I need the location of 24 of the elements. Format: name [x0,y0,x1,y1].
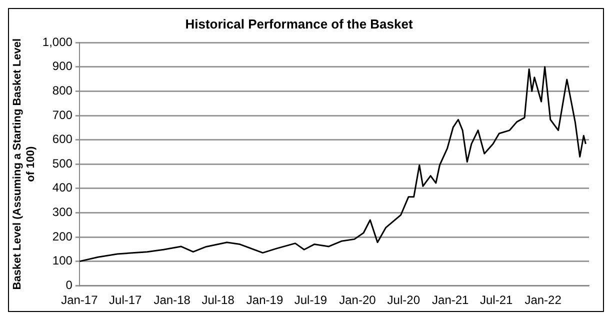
y-tick-label: 400 [52,180,73,195]
y-tick-label: 200 [52,229,73,244]
y-tick-label: 900 [52,59,73,74]
x-tick-label: Jul-20 [387,293,420,308]
x-tick-label: Jan-18 [154,293,191,308]
x-tick-label: Jan-17 [61,293,98,308]
y-tick-label: 700 [52,108,73,122]
x-tick-label: Jul-19 [294,293,328,308]
y-tick-label: 500 [52,156,73,170]
y-tick-label: 100 [52,254,73,268]
y-axis-title: Basket Level (Assuming a Starting Basket Level of 100) [12,38,37,290]
x-tick-label: Jan-22 [524,293,562,308]
chart-title: Historical Performance of the Basket [185,16,414,32]
y-tick-label: 800 [52,84,73,98]
y-tick-label: 600 [52,132,73,146]
y-tick-label: 0 [66,278,73,292]
x-tick-label: Jan-20 [339,293,376,308]
x-tick-label: Jul-21 [480,293,513,308]
x-tick-label: Jan-21 [432,293,470,308]
x-tick-label: Jul-17 [109,293,142,308]
y-tick-label: 300 [52,205,73,220]
y-tick-label: 1,000 [42,34,73,49]
x-tick-label: Jan-19 [246,293,284,308]
x-tick-label: Jul-18 [202,293,235,308]
